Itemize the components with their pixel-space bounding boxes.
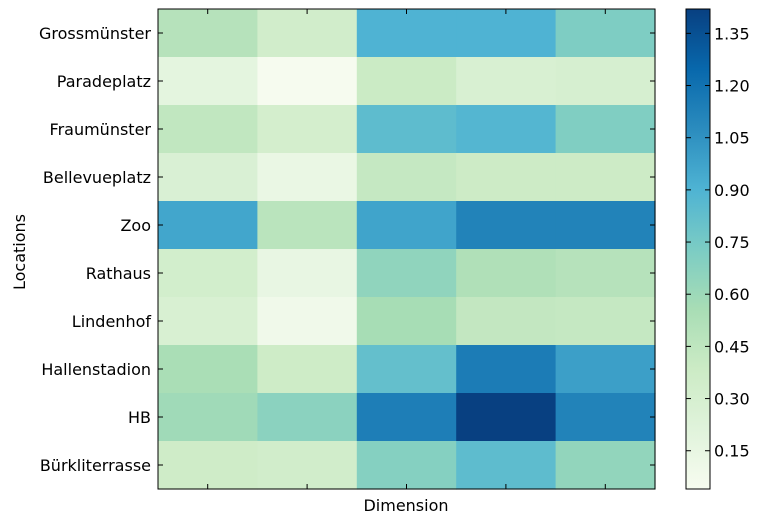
heatmap-cell (356, 393, 457, 442)
heatmap-cell (555, 9, 656, 58)
heatmap-cell (257, 105, 358, 154)
heatmap-cell (257, 345, 358, 394)
heatmap-cell (555, 249, 656, 298)
heatmap-cell (158, 105, 258, 154)
heatmap-cell (356, 249, 457, 298)
colorbar-tick-label: 1.35 (714, 24, 750, 43)
colorbar-tick-label: 1.05 (714, 129, 750, 148)
heatmap-cell (158, 201, 258, 250)
heatmap-cell (257, 297, 358, 346)
heatmap-cell (555, 345, 656, 394)
heatmap-cell (257, 393, 358, 442)
colorbar-tick-label: 0.75 (714, 233, 750, 252)
x-tick-group (207, 9, 606, 489)
heatmap-cell (158, 393, 258, 442)
heatmap-cell (158, 441, 258, 490)
colorbar (685, 8, 711, 490)
heatmap-cell (356, 9, 457, 58)
y-tick-label: Lindenhof (72, 312, 152, 331)
heatmap-cell (257, 441, 358, 490)
heatmap-cell (456, 105, 557, 154)
heatmap-cell (158, 345, 258, 394)
heatmap-cell (158, 57, 258, 106)
heatmap-cell (356, 345, 457, 394)
heatmap-cell (257, 57, 358, 106)
heatmap-cells (158, 9, 656, 490)
colorbar-tick-label: 0.60 (714, 285, 750, 304)
heatmap-cell (257, 9, 358, 58)
heatmap-cell (356, 57, 457, 106)
heatmap-cell (158, 297, 258, 346)
y-tick-label: Bellevueplatz (43, 168, 151, 187)
y-tick-label: Grossmünster (39, 24, 151, 43)
y-axis-label: Locations (10, 214, 29, 290)
heatmap-cell (456, 393, 557, 442)
y-tick-label: Paradeplatz (57, 72, 151, 91)
colorbar-tick-group: 0.15 0.30 0.45 0.60 0.75 0.90 1.05 1.20 1.35 (686, 24, 750, 461)
heatmap-cell (158, 9, 258, 58)
y-tick-label: Rathaus (86, 264, 151, 283)
heatmap-cell (158, 153, 258, 202)
heatmap-cell (555, 393, 656, 442)
heatmap-cell (158, 249, 258, 298)
heatmap-cell (456, 297, 557, 346)
y-tick-label: Zoo (120, 216, 151, 235)
heatmap-cell (356, 201, 457, 250)
y-tick-group: Grossmünster Paradeplatz Fraumünster Bellev… (39, 24, 655, 475)
y-tick-label: HB (128, 408, 151, 427)
heatmap-cell (356, 441, 457, 490)
heatmap-cell (456, 9, 557, 58)
heatmap-cell (456, 345, 557, 394)
colorbar-tick-label: 0.45 (714, 337, 750, 356)
heatmap-cell (257, 249, 358, 298)
heatmap-cell (555, 201, 656, 250)
heatmap-cell (555, 153, 656, 202)
y-tick-label: Hallenstadion (41, 360, 151, 379)
colorbar-tick-label: 0.90 (714, 181, 750, 200)
colorbar-tick-label: 0.15 (714, 442, 750, 461)
heatmap-cell (456, 57, 557, 106)
y-tick-label: Fraumünster (50, 120, 152, 139)
heatmap-cell (555, 297, 656, 346)
x-axis-label: Dimension (363, 496, 448, 515)
heatmap-cell (555, 441, 656, 490)
heatmap-cell (456, 441, 557, 490)
colorbar-tick-label: 1.20 (714, 77, 750, 96)
heatmap-cell (456, 201, 557, 250)
heatmap-cell (555, 105, 656, 154)
heatmap-cell (356, 297, 457, 346)
heatmap-cell (257, 153, 358, 202)
colorbar-tick-label: 0.30 (714, 390, 750, 409)
heatmap-cell (555, 57, 656, 106)
heatmap-cell (356, 153, 457, 202)
heatmap-cell (356, 105, 457, 154)
y-tick-label: Bürkliterrasse (40, 456, 151, 475)
heatmap-cell (456, 249, 557, 298)
heatmap-cell (456, 153, 557, 202)
heatmap-cell (257, 201, 358, 250)
